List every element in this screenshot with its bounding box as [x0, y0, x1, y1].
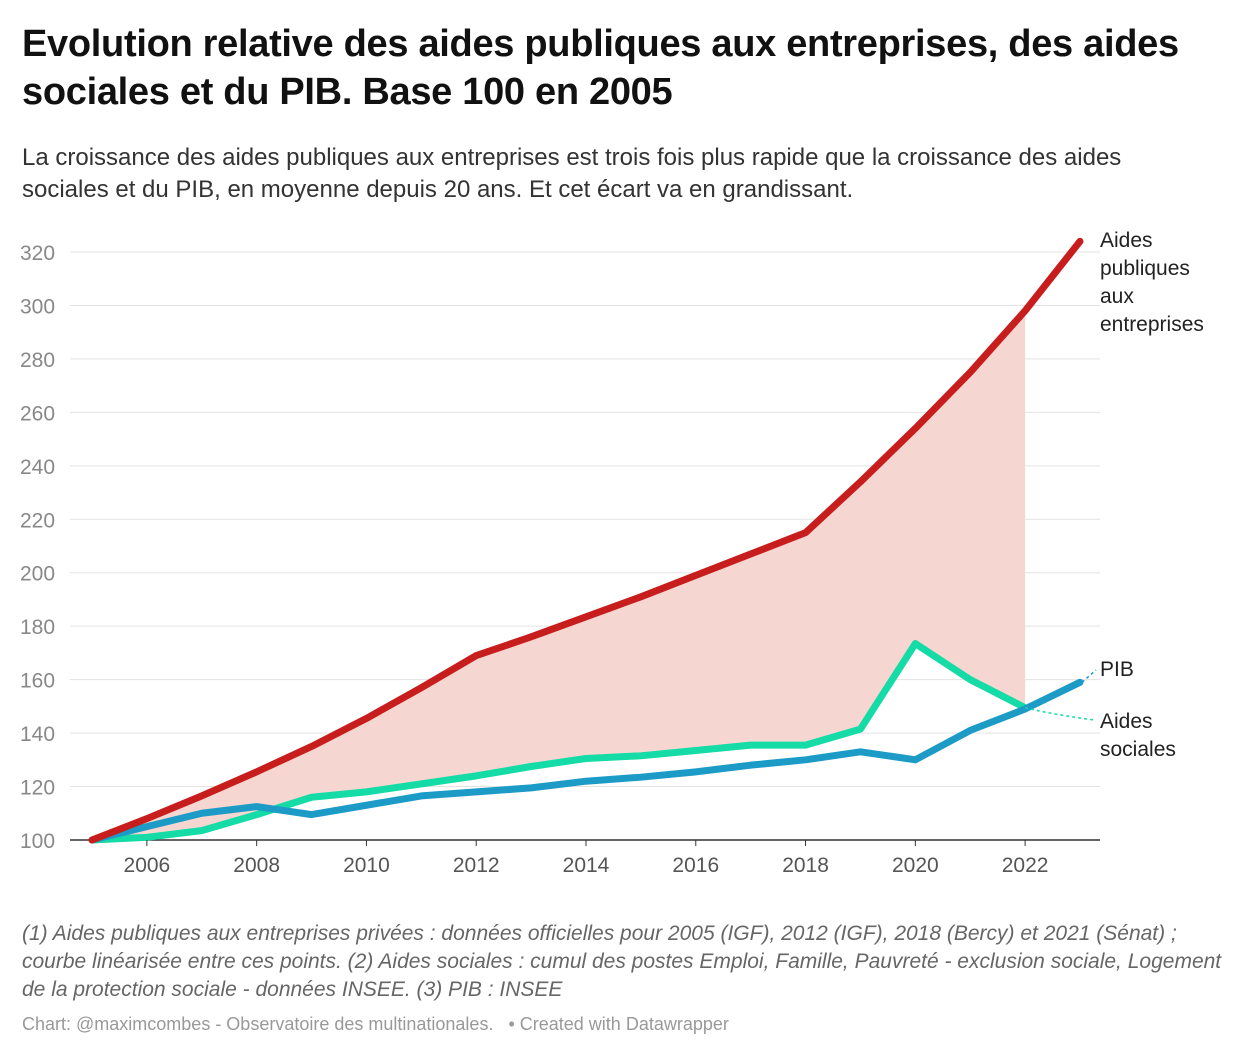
chart-title: Evolution relative des aides publiques a…: [22, 23, 1179, 113]
byline: Chart: @maximcombes - Observatoire des m…: [22, 1014, 739, 1035]
y-tick-label: 240: [20, 456, 55, 479]
gap-area-fill: [92, 310, 1026, 840]
y-tick-label: 200: [20, 563, 55, 586]
series-lines: [88, 237, 1084, 844]
label-aides-entreprises: entreprises: [1100, 313, 1204, 336]
label-pib: PIB: [1100, 658, 1134, 681]
y-tick-label: 260: [20, 402, 55, 425]
x-tick-label: 2022: [1002, 854, 1049, 877]
x-tick-label: 2012: [453, 854, 500, 877]
line-chart: 100 120 140 160 180 200 220 240 260 280 300 320 2006…: [20, 229, 1204, 877]
y-tick-label: 100: [20, 830, 55, 853]
x-tick-label: 2016: [672, 854, 719, 877]
series-line-aides-publiques-aux-entreprises: [88, 237, 1084, 844]
label-aides-entreprises: aux: [1100, 285, 1134, 308]
label-aides-sociales: Aides: [1100, 710, 1153, 733]
y-tick-label: 220: [20, 509, 55, 532]
x-tick-label: 2018: [782, 854, 829, 877]
label-aides-entreprises: publiques: [1100, 257, 1190, 280]
leader-pib: [1081, 669, 1097, 683]
label-aides-sociales: sociales: [1100, 738, 1176, 761]
axis-ticks: 100 120 140 160 180 200 220 240 260 280 300 320 2006…: [20, 242, 1048, 877]
y-tick-label: 280: [20, 349, 55, 372]
x-tick-label: 2010: [343, 854, 390, 877]
label-aides-entreprises: Aides: [1100, 229, 1153, 252]
x-tick-label: 2008: [233, 854, 280, 877]
x-tick-label: 2014: [563, 854, 610, 877]
x-tick-label: 2006: [124, 854, 171, 877]
chart-subtitle: La croissance des aides publiques aux en…: [22, 144, 1122, 203]
leader-aides-sociales: [1024, 706, 1095, 721]
y-tick-label: 140: [20, 723, 55, 746]
y-tick-label: 180: [20, 616, 55, 639]
y-tick-label: 160: [20, 670, 55, 693]
footnotes: (1) Aides publiques aux entreprises priv…: [22, 922, 1222, 1001]
byline-chart-credit[interactable]: Chart: @maximcombes - Observatoire des m…: [22, 1014, 494, 1034]
gap-area: [92, 310, 1026, 840]
series-line-aides-sociales: [88, 640, 1029, 844]
y-tick-label: 120: [20, 777, 55, 800]
x-tick-label: 2020: [892, 854, 939, 877]
byline-tool-credit[interactable]: • Created with Datawrapper: [508, 1014, 729, 1034]
series-labels: Aides publiques aux entreprises PIB Aides soci…: [1024, 229, 1204, 761]
y-tick-label: 300: [20, 295, 55, 318]
series-line-pib: [88, 678, 1084, 844]
y-tick-label: 320: [20, 242, 55, 265]
